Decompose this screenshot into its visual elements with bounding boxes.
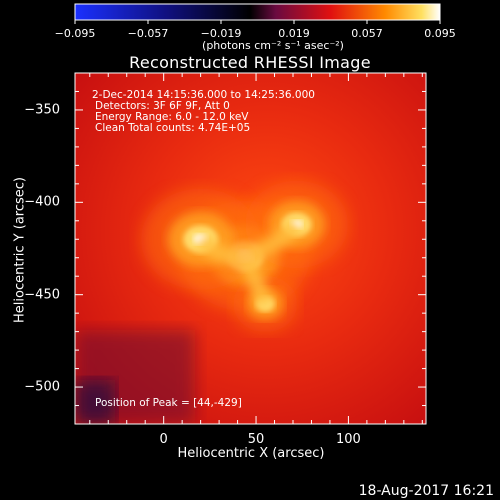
y-tick-label: −350 [24, 102, 60, 118]
colorbar-unit-label: (photons cm⁻² s⁻¹ asec⁻²) [202, 39, 344, 52]
timestamp: 18-Aug-2017 16:21 [358, 483, 494, 499]
annotation-time: 2-Dec-2014 14:15:36.000 to 14:25:36.000 [92, 89, 315, 101]
y-tick-label: −400 [24, 194, 60, 210]
colorbar-tick-label: 0.019 [278, 27, 310, 40]
heatmap-image [75, 73, 426, 424]
y-axis-label: Heliocentric Y (arcsec) [12, 177, 28, 323]
emission-bridge [194, 218, 303, 308]
x-axis-label: Heliocentric X (arcsec) [177, 446, 325, 461]
x-tick-label: 100 [335, 432, 361, 447]
colorbar-ticks [74, 20, 441, 24]
x-tick-label: 0 [159, 432, 168, 447]
axis-ticks [75, 72, 426, 425]
y-tick-label: −450 [24, 287, 60, 303]
chart-title: Reconstructed RHESSI Image [129, 53, 371, 72]
colorbar-tick-label: −0.095 [54, 27, 96, 40]
colorbar-tick-label: 0.057 [351, 27, 383, 40]
plot-frame [74, 72, 427, 425]
colorbar [74, 3, 441, 21]
annotation-energy: Energy Range: 6.0 - 12.0 keV [95, 111, 249, 123]
annotation-counts: Clean Total counts: 4.74E+05 [95, 122, 251, 134]
colorbar-tick-label: −0.057 [127, 27, 169, 40]
annotation-peak: Position of Peak = [44,-429] [95, 397, 242, 409]
annotation-detectors: Detectors: 3F 6F 9F, Att 0 [95, 100, 230, 112]
colorbar-tick-label: −0.019 [200, 27, 242, 40]
colorbar-tick-label: 0.095 [424, 27, 456, 40]
x-tick-label: 50 [247, 432, 265, 447]
y-tick-label: −500 [24, 379, 60, 395]
